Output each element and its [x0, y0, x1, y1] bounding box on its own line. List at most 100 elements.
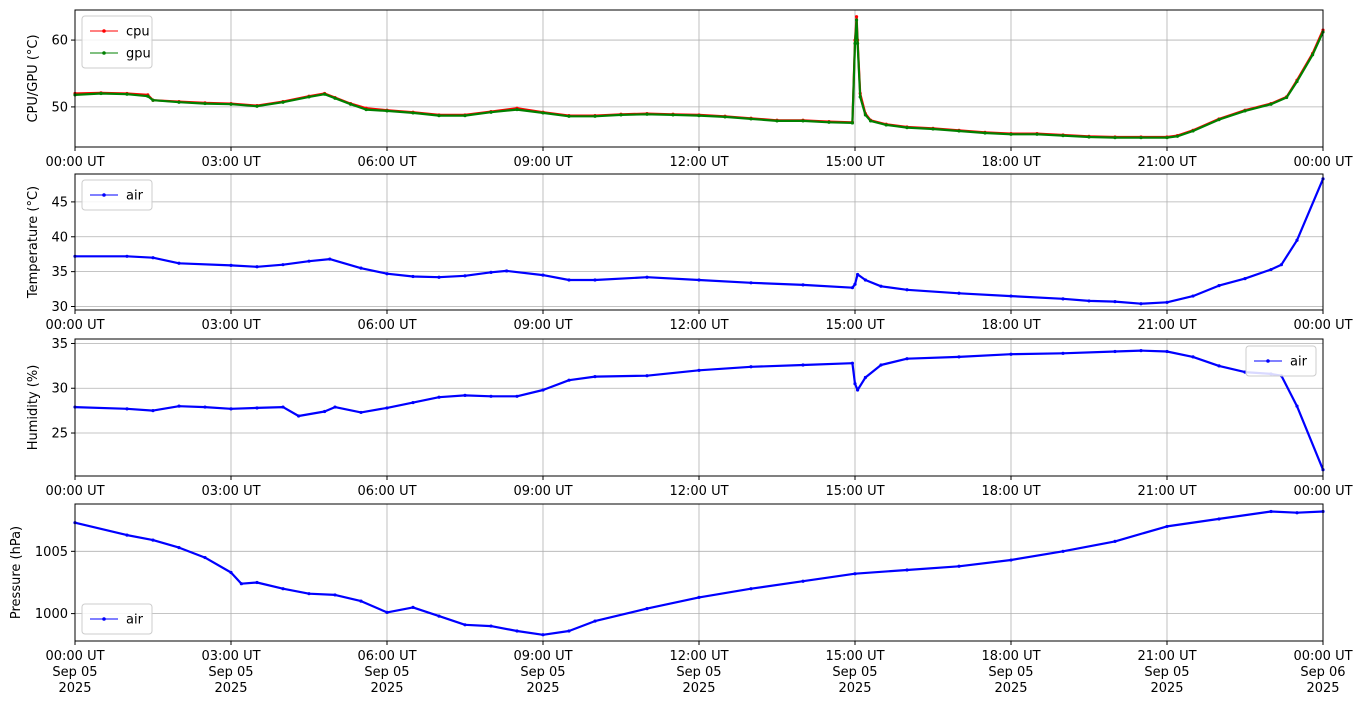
- data-point: [541, 111, 545, 115]
- data-point: [463, 393, 467, 398]
- data-point: [1139, 136, 1143, 140]
- data-point: [203, 555, 207, 560]
- data-point: [697, 595, 701, 600]
- data-point: [856, 272, 860, 277]
- x-tick-label: 00:00 UT: [1293, 155, 1352, 170]
- data-point: [463, 623, 467, 627]
- data-point: [1061, 549, 1065, 553]
- y-tick-label: 35: [51, 265, 68, 280]
- data-point: [801, 579, 805, 583]
- x-tick-label: 09:00 UT: [513, 155, 572, 170]
- x-tick-label: 18:00 UT: [981, 155, 1040, 170]
- x-tick-label: 18:00 UT: [981, 484, 1040, 499]
- data-point: [125, 407, 129, 411]
- y-tick-label: 45: [51, 195, 68, 210]
- data-point: [854, 18, 859, 22]
- data-point: [905, 357, 909, 361]
- x-tick-label: 03:00 UT: [201, 484, 260, 499]
- data-point: [146, 94, 150, 98]
- data-point: [593, 375, 597, 379]
- data-point: [1191, 129, 1195, 133]
- y-axis-label: Pressure (hPa): [9, 526, 24, 619]
- data-point: [1113, 136, 1117, 140]
- y-tick-label: 1005: [35, 545, 68, 560]
- data-point: [856, 41, 860, 46]
- data-point: [1217, 283, 1221, 288]
- data-point: [853, 41, 857, 46]
- x-tick-label: 15:00 UT: [825, 484, 884, 499]
- data-point: [869, 119, 873, 123]
- data-point: [307, 259, 311, 263]
- data-point: [749, 365, 753, 369]
- y-axis-label: Temperature (°C): [26, 186, 41, 299]
- y-axis-label: CPU/GPU (°C): [26, 34, 41, 122]
- data-point: [619, 113, 623, 117]
- data-point: [515, 107, 519, 112]
- data-point: [1311, 53, 1315, 57]
- data-point: [593, 114, 597, 118]
- data-point: [541, 388, 545, 392]
- data-point: [437, 113, 441, 118]
- x-tick-label: 00:00 UT: [45, 318, 104, 333]
- data-point: [489, 624, 493, 628]
- x-tick-label: 00:00 UT: [1293, 318, 1352, 333]
- data-point: [151, 409, 155, 413]
- data-point: [359, 266, 363, 270]
- data-point: [515, 629, 519, 633]
- data-point: [850, 121, 855, 125]
- data-point: [863, 113, 868, 117]
- data-point: [177, 545, 181, 550]
- y-tick-label: 35: [51, 337, 68, 352]
- data-point: [1269, 102, 1273, 106]
- data-point: [333, 593, 337, 597]
- data-point: [957, 564, 961, 568]
- grid: [74, 174, 1324, 310]
- data-point: [567, 378, 571, 382]
- x-tick-label: 00:00 UT Sep 06 2025: [1293, 649, 1352, 696]
- data-point: [297, 414, 301, 418]
- x-tick-label: 12:00 UT Sep 05 2025: [669, 649, 728, 696]
- x-tick-label: 21:00 UT: [1137, 318, 1196, 333]
- data-point: [385, 272, 389, 276]
- x-tick-label: 00:00 UT: [45, 484, 104, 499]
- series-line-air: [74, 349, 1325, 471]
- legend: air: [1245, 345, 1317, 377]
- data-point: [850, 361, 855, 365]
- legend-label-air: air: [1290, 355, 1308, 370]
- data-point: [323, 92, 327, 96]
- data-point: [1243, 277, 1247, 281]
- data-point: [879, 284, 883, 288]
- data-point: [255, 265, 259, 269]
- data-point: [884, 123, 888, 127]
- legend-box: [81, 15, 153, 69]
- y-tick-label: 50: [51, 100, 68, 115]
- data-point: [151, 256, 155, 260]
- data-point: [1191, 355, 1195, 359]
- data-point: [749, 117, 753, 121]
- data-point: [931, 127, 935, 131]
- x-tick-label: 21:00 UT Sep 05 2025: [1137, 649, 1196, 696]
- data-point: [850, 286, 855, 290]
- x-tick-label: 12:00 UT: [669, 155, 728, 170]
- grid: [74, 10, 1324, 147]
- data-point: [1269, 509, 1273, 514]
- y-tick-label: 30: [51, 300, 68, 315]
- data-point: [827, 120, 831, 124]
- panel-2: 00:00 UT 03:00 UT 06:00 UT 09:00 UT 12:00 UT…: [26, 173, 1353, 333]
- data-point: [1269, 267, 1273, 272]
- data-point: [489, 394, 493, 398]
- legend-label-gpu: gpu: [126, 47, 151, 62]
- data-point: [593, 278, 597, 282]
- series-line-air: [74, 510, 1324, 636]
- x-tick-label: 06:00 UT: [357, 318, 416, 333]
- data-point: [229, 570, 233, 575]
- data-point: [255, 104, 259, 108]
- data-point: [905, 568, 909, 572]
- data-point: [1175, 134, 1179, 138]
- data-point: [1061, 134, 1065, 138]
- data-point: [697, 278, 701, 282]
- series-air: [73, 509, 1325, 637]
- data-point: [99, 91, 103, 96]
- data-point: [801, 363, 805, 367]
